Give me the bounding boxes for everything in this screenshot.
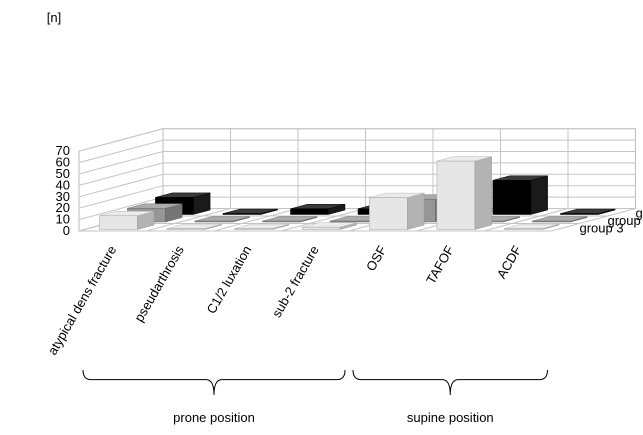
position-brackets: prone position supine position xyxy=(82,369,548,425)
bar-front xyxy=(436,160,476,230)
bar-group-1-acdf xyxy=(560,208,616,215)
bar-group-3-sub-2-fracture xyxy=(301,222,357,230)
bar-front xyxy=(290,208,329,215)
bar-top xyxy=(504,223,560,229)
series-label: group 3 xyxy=(580,220,624,235)
bar-group-1-c1-2-luxation xyxy=(290,203,346,215)
bar-front xyxy=(166,228,206,230)
floor-line xyxy=(146,208,231,232)
floor-line xyxy=(213,208,299,232)
gridline-50 xyxy=(78,151,636,175)
bar-group-2-c1-2-luxation xyxy=(262,216,318,223)
bar-group-3-pseudarthrosis xyxy=(166,223,222,230)
y-tick-label: 60 xyxy=(56,155,70,170)
category-axis: atypical dens fracture pseudarthrosis C1/2… xyxy=(45,243,525,358)
y-tick-label: 70 xyxy=(56,143,70,158)
bracket-label: prone position xyxy=(173,410,255,425)
bar-group-2-pseudarthrosis xyxy=(194,216,250,223)
bars xyxy=(99,156,616,230)
bar-front xyxy=(560,213,599,215)
category-label: ACDF xyxy=(494,243,525,281)
floor-line xyxy=(551,208,636,232)
bar-front xyxy=(329,220,369,223)
category-label: pseudarthrosis xyxy=(131,243,187,325)
category-label: sub-2 fracture xyxy=(269,243,322,320)
bar-group-1-pseudarthrosis xyxy=(222,208,278,215)
bar-top xyxy=(234,223,290,229)
bar-group-1-tafof xyxy=(492,175,548,215)
bar-front xyxy=(222,213,262,215)
y-axis-unit: [n] xyxy=(47,10,61,25)
bar-front xyxy=(301,226,341,230)
bar-front xyxy=(99,215,138,230)
bar-group-3-tafof xyxy=(436,156,492,230)
y-tick-label: 0 xyxy=(63,223,70,238)
bar-top xyxy=(194,216,250,222)
bar-group-3-c1-2-luxation xyxy=(234,223,290,230)
bar-front xyxy=(234,228,273,230)
series-label: group 2 xyxy=(608,213,643,228)
floor-line xyxy=(281,208,366,232)
gridline-60 xyxy=(78,139,636,164)
y-tick-label: 20 xyxy=(56,200,70,215)
bar-top xyxy=(222,208,278,214)
series-axis: group 1group 2group 3 xyxy=(580,205,643,235)
floor-line xyxy=(483,208,569,232)
bar-top xyxy=(166,223,222,229)
bar-group-3-acdf xyxy=(504,223,560,230)
bar-front xyxy=(369,197,408,230)
bar-front xyxy=(492,180,532,215)
y-tick-label: 10 xyxy=(56,212,70,227)
series-label: group 1 xyxy=(636,205,643,220)
bar-group-2-acdf xyxy=(532,216,588,223)
bar-front xyxy=(194,220,234,223)
bracket-prone-position xyxy=(82,369,346,396)
bar-side xyxy=(407,192,425,230)
y-tick-label: 30 xyxy=(56,189,70,204)
bar-front xyxy=(262,220,301,223)
bracket-supine-position xyxy=(352,369,548,396)
category-label: C1/2 luxation xyxy=(203,243,254,316)
gridline-70 xyxy=(78,128,636,152)
bar-front xyxy=(504,228,543,230)
bar-front xyxy=(532,220,571,223)
bar-top xyxy=(262,216,318,222)
y-tick-label: 50 xyxy=(56,166,70,181)
bar-group-3-atypical-dens-fracture xyxy=(99,210,155,230)
bar-group-3-osf xyxy=(369,192,425,230)
bar-side xyxy=(530,175,548,215)
bracket-label: supine position xyxy=(407,410,494,425)
bar-side xyxy=(474,156,492,230)
category-label: atypical dens fracture xyxy=(45,243,120,358)
y-tick-label: 40 xyxy=(56,177,70,192)
category-label: OSF xyxy=(363,243,389,274)
category-label: TAFOF xyxy=(423,243,457,287)
